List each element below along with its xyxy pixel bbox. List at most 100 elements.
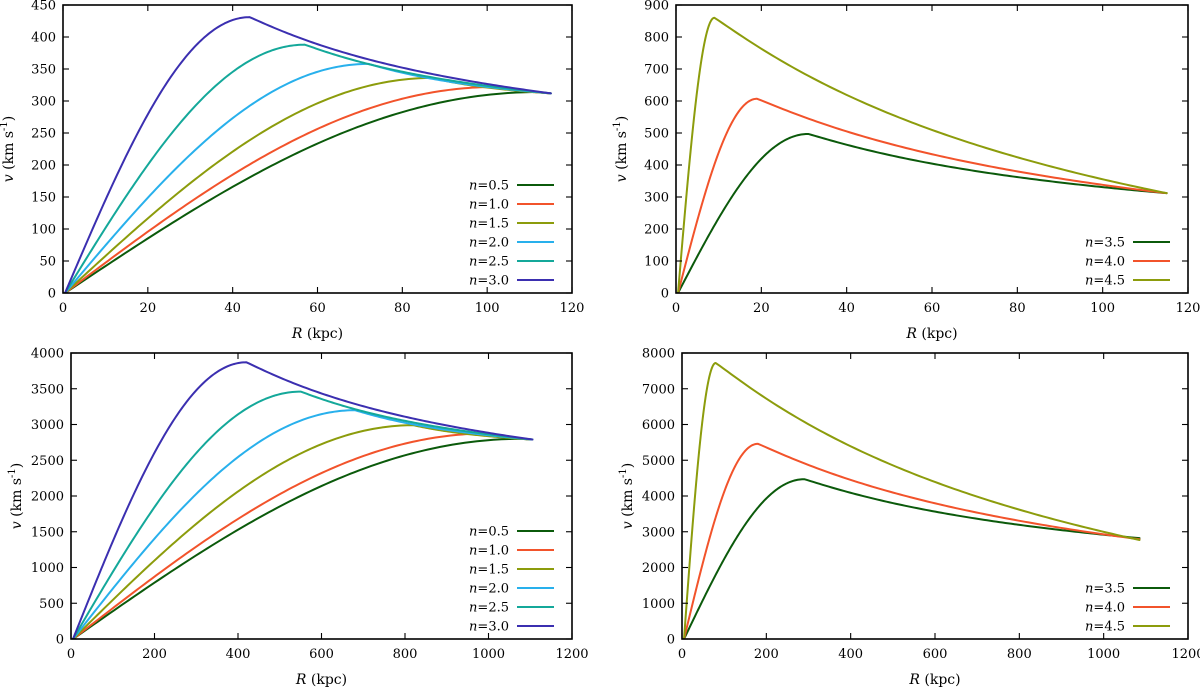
x-tick-label: 80 (1009, 301, 1026, 316)
series-group (64, 16, 552, 293)
legend-label: n=4.5 (1085, 274, 1125, 289)
legend-label: n=2.0 (469, 236, 509, 251)
series-line-n3-5 (683, 478, 1141, 639)
legend-label: n=4.0 (1085, 255, 1125, 270)
x-tick-label: 1200 (1171, 647, 1200, 662)
legend: n=0.5 n=1.0 n=1.5 n=2.0 n=2.5 n=3.0 (469, 179, 554, 289)
series-line-n3-0 (64, 16, 552, 293)
y-tick-label: 0 (661, 287, 669, 302)
series-line-n4-0 (677, 97, 1168, 293)
y-tick-label: 6000 (642, 418, 675, 433)
series-line-n3-5 (677, 132, 1168, 293)
legend-label: n=3.5 (1085, 582, 1125, 597)
x-tick-label: 0 (678, 647, 686, 662)
x-axis-label: R (kpc) (291, 326, 343, 342)
x-tick-label: 0 (59, 301, 67, 316)
y-tick-label: 150 (31, 191, 56, 206)
y-tick-label: 1500 (31, 525, 64, 540)
legend: n=3.5 n=4.0 n=4.5 (1085, 582, 1170, 635)
series-line-n4-0 (683, 442, 1141, 639)
y-tick-label: 400 (644, 159, 669, 174)
legend-label: n=1.0 (469, 544, 509, 559)
x-tick-label: 800 (393, 647, 418, 662)
y-tick-label: 400 (31, 31, 56, 46)
x-tick-label: 400 (226, 647, 251, 662)
panel-top-left: 0 20 40 60 80 100 120 0 50 100 150 200 250 300 350 400 4… (0, 0, 584, 342)
legend-label: n=4.0 (1085, 601, 1125, 616)
y-tick-label: 4000 (642, 490, 675, 505)
y-tick-label: 100 (31, 223, 56, 238)
x-tick-label: 600 (923, 647, 948, 662)
series-line-n1-5 (72, 424, 534, 639)
x-tick-label: 0 (67, 647, 75, 662)
legend-label: n=1.0 (469, 198, 509, 213)
legend-label: n=2.5 (469, 601, 509, 616)
y-tick-label: 7000 (642, 382, 675, 397)
legend: n=3.5 n=4.0 n=4.5 (1085, 236, 1170, 289)
y-tick-label: 0 (667, 633, 675, 648)
x-tick-label: 80 (394, 301, 411, 316)
legend-label: n=3.0 (469, 274, 509, 289)
y-tick-label: 0 (56, 633, 64, 648)
legend-label: n=2.5 (469, 255, 509, 270)
y-tick-label: 3000 (642, 525, 675, 540)
x-tick-label: 120 (1176, 301, 1200, 316)
x-tick-label: 1000 (472, 647, 505, 662)
y-axis-label: v (km s-1) (7, 463, 25, 529)
legend-label: n=4.5 (1085, 620, 1125, 635)
y-tick-label: 300 (644, 191, 669, 206)
x-tick-label: 120 (560, 301, 585, 316)
x-tick-label: 600 (309, 647, 334, 662)
y-tick-label: 500 (39, 597, 64, 612)
y-tick-label: 100 (644, 255, 669, 270)
y-tick-label: 250 (31, 127, 56, 142)
legend-label: n=0.5 (469, 179, 509, 194)
x-tick-label: 100 (475, 301, 500, 316)
legend-label: n=1.5 (469, 563, 509, 578)
y-axis-label: v (km s-1) (0, 116, 17, 182)
series-group (683, 362, 1141, 639)
series-line-n3-0 (72, 361, 534, 639)
y-tick-label: 200 (644, 223, 669, 238)
x-tick-label: 100 (1090, 301, 1115, 316)
x-tick-label: 0 (672, 301, 680, 316)
y-tick-label: 2000 (642, 561, 675, 576)
y-tick-label: 50 (39, 255, 56, 270)
y-tick-label: 600 (644, 95, 669, 110)
y-tick-label: 0 (48, 287, 56, 302)
series-group (677, 16, 1168, 293)
series-line-n4-5 (677, 16, 1168, 293)
x-tick-label: 20 (140, 301, 157, 316)
y-tick-label: 800 (644, 31, 669, 46)
series-group (72, 361, 534, 639)
x-tick-label: 20 (753, 301, 770, 316)
x-tick-label: 60 (924, 301, 941, 316)
legend-label: n=0.5 (469, 525, 509, 540)
x-tick-label: 200 (754, 647, 779, 662)
y-axis-label: v (km s-1) (618, 463, 636, 529)
series-line-n4-5 (683, 362, 1141, 639)
series-line-n0-5 (72, 437, 534, 639)
legend-label: n=1.5 (469, 217, 509, 232)
y-tick-label: 5000 (642, 454, 675, 469)
y-tick-label: 700 (644, 63, 669, 78)
x-tick-label: 400 (838, 647, 863, 662)
legend-label: n=3.0 (469, 620, 509, 635)
y-tick-label: 200 (31, 159, 56, 174)
panel-top-right: 0 20 40 60 80 100 120 0 100 200 300 400 500 600 700 800… (612, 0, 1200, 342)
series-line-n1-0 (72, 432, 534, 639)
x-tick-label: 1000 (1087, 647, 1120, 662)
x-tick-label: 200 (142, 647, 167, 662)
y-tick-label: 900 (644, 0, 669, 14)
y-tick-label: 3500 (31, 382, 64, 397)
y-tick-label: 2000 (31, 490, 64, 505)
y-tick-label: 3000 (31, 418, 64, 433)
panel-bottom-left: 0 200 400 600 800 1000 1200 0 500 1000 1500 2000 250… (7, 347, 589, 689)
legend-label: n=2.0 (469, 582, 509, 597)
series-line-n2-5 (72, 390, 534, 639)
panel-bottom-right: 0 200 400 600 800 1000 1200 0 1000 2000 3000 4000 50… (618, 347, 1200, 689)
series-line-n2-5 (64, 43, 552, 293)
y-tick-label: 2500 (31, 454, 64, 469)
y-tick-label: 300 (31, 95, 56, 110)
